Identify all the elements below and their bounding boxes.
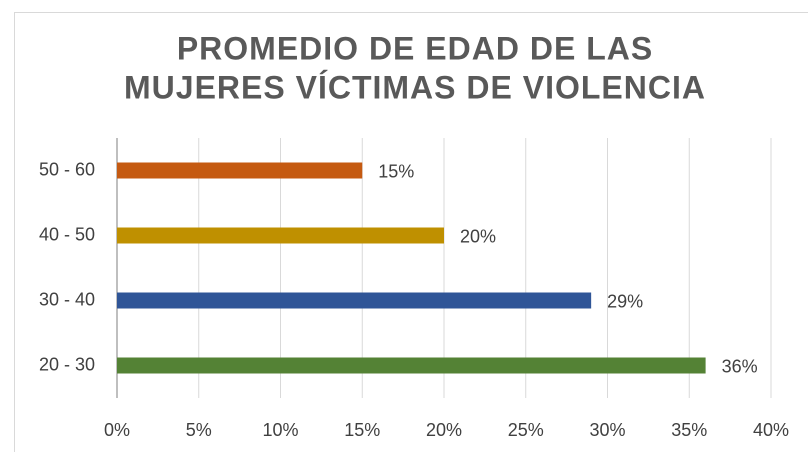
y-tick-label: 50 - 60 [39,159,95,179]
chart-title: PROMEDIO DE EDAD DE LAS [177,30,653,66]
x-tick-label: 10% [262,420,298,440]
bar [117,162,363,179]
value-label: 29% [607,291,643,311]
x-tick-label: 5% [186,420,212,440]
x-tick-label: 25% [508,420,544,440]
value-label: 36% [722,356,758,376]
bar [117,292,592,309]
value-label: 20% [460,226,496,246]
value-label: 15% [378,161,414,181]
x-tick-label: 20% [426,420,462,440]
x-tick-label: 30% [589,420,625,440]
bar [117,357,706,374]
y-tick-label: 40 - 50 [39,224,95,244]
y-tick-label: 20 - 30 [39,354,95,374]
bar [117,227,444,244]
y-tick-label: 30 - 40 [39,289,95,309]
x-tick-label: 40% [753,420,789,440]
x-tick-label: 35% [671,420,707,440]
chart-title: MUJERES VÍCTIMAS DE VIOLENCIA [124,69,706,105]
x-tick-label: 15% [344,420,380,440]
x-tick-label: 0% [104,420,130,440]
